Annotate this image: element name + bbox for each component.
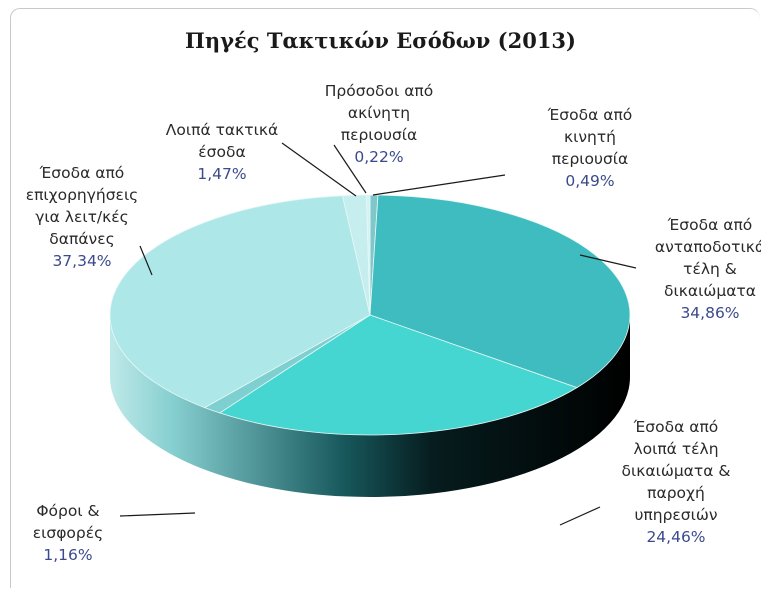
chart-frame — [10, 8, 760, 588]
slice-value-label: 24,46% — [646, 528, 705, 546]
slice-label-line: Έσοδα από — [667, 216, 753, 234]
pie-slice-6 — [365, 194, 371, 316]
slice-label-line: εισφορές — [33, 524, 103, 542]
leader-line-1 — [579, 254, 637, 269]
slice-label-line: ακίνητη — [348, 104, 410, 122]
slice-label-1: Έσοδα από ανταποδοτικά τέλη & δικαιώματα 34,… — [655, 216, 761, 322]
chart-title: Πηγές Τακτικών Εσόδων (2013) — [185, 28, 576, 53]
pie-3d-side — [110, 315, 630, 497]
slice-label-3: Φόροι & εισφορές 1,16% — [33, 502, 103, 564]
slice-label-line: έσοδα — [198, 143, 245, 161]
slice-label-2: Έσοδα από λοιπά τέλη δικαιώματα & παροχή υπη… — [622, 418, 731, 546]
slice-label-6: Πρόσοδοι από ακίνητη περιουσία 0,22% — [325, 82, 433, 166]
slice-label-line: Πρόσοδοι από — [325, 82, 433, 100]
slice-value-label: 0,22% — [354, 148, 403, 166]
slice-label-line: ανταποδοτικά — [655, 238, 761, 256]
pie-slice-4 — [109, 195, 371, 409]
slice-label-line: επιχορηγήσεις — [26, 186, 139, 204]
slice-label-line: δαπάνες — [49, 230, 114, 248]
slice-label-line: τέλη & — [683, 260, 737, 278]
slice-label-line: Φόροι & — [36, 502, 99, 520]
slice-label-line: Έσοδα από — [39, 164, 125, 182]
slice-value-label: 1,47% — [197, 165, 246, 183]
slice-label-line: λοιπά τέλη — [633, 440, 718, 458]
slice-label-line: υπηρεσιών — [634, 506, 717, 524]
slice-label-line: Λοιπά τακτικά — [166, 121, 278, 139]
pie-slices — [109, 194, 631, 436]
slice-label-0: Έσοδα από κινητή περιουσία 0,49% — [547, 106, 633, 190]
leader-line-5 — [281, 142, 357, 197]
slice-label-line: παροχή — [647, 484, 705, 502]
slice-label-line: περιουσία — [552, 150, 629, 168]
pie-slice-2 — [218, 314, 578, 436]
slice-label-line: κινητή — [564, 128, 616, 146]
leader-line-4 — [139, 245, 153, 276]
leader-line-0 — [372, 174, 506, 196]
leader-line-6 — [333, 144, 367, 194]
slice-label-line: Έσοδα από — [547, 106, 633, 124]
slice-label-line: δικαιώματα — [664, 282, 756, 300]
leader-lines — [119, 142, 637, 526]
slice-label-line: δικαιώματα & — [622, 462, 731, 480]
slice-labels: Έσοδα από κινητή περιουσία 0,49% Έσοδα από αν… — [26, 82, 761, 564]
pie-side-wall — [110, 315, 630, 497]
slice-value-label: 1,16% — [43, 546, 92, 564]
slice-label-line: Έσοδα από — [633, 418, 719, 436]
slice-value-label: 37,34% — [52, 252, 111, 270]
slice-value-label: 34,86% — [680, 304, 739, 322]
leader-line-3 — [119, 512, 196, 517]
slice-label-line: για λειτ/κές — [35, 208, 129, 226]
leader-line-2 — [559, 506, 601, 526]
slice-label-4: Έσοδα από επιχορηγήσεις για λειτ/κές δαπάνε… — [26, 164, 139, 270]
slice-label-line: περιουσία — [341, 126, 418, 144]
slice-value-label: 0,49% — [565, 172, 614, 190]
slice-label-5: Λοιπά τακτικά έσοδα 1,47% — [166, 121, 278, 183]
pie-slice-1 — [369, 194, 631, 389]
